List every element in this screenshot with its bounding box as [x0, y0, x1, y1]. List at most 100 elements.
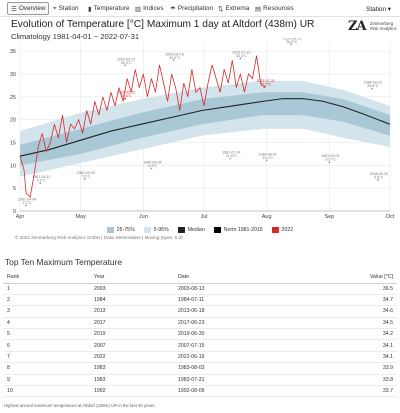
column-header-year[interactable]: Year — [90, 271, 174, 284]
year-cell: 1983 — [90, 374, 174, 387]
annotation-point — [328, 161, 331, 164]
page-title: Evolution of Temperature [°C] Maximum 1 … — [11, 19, 315, 30]
annotation-date: 1984-09-22 — [364, 81, 382, 85]
value-cell: 33.9 — [291, 362, 397, 375]
band-25-75 — [20, 92, 390, 166]
table-row: 3 2013 2013-06-18 34.6 — [3, 305, 397, 318]
rank-cell: 3 — [3, 305, 90, 318]
annotation-point — [39, 182, 42, 185]
annotation-date: 2003-08-13 — [283, 38, 301, 40]
legend-item-norm[interactable]: Norm 1981-2015 — [213, 227, 263, 233]
table-row: 2 1984 1984-07-11 34.7 — [3, 294, 397, 307]
station-dropdown[interactable]: Station ▾ — [366, 5, 391, 13]
legend-item-median[interactable]: Median — [177, 227, 205, 233]
date-cell: 1983-07-31 — [174, 374, 292, 387]
annotation-point — [239, 57, 242, 60]
annotation-value: 24.6°C — [121, 94, 132, 98]
legend-swatch — [271, 227, 279, 233]
median-line — [19, 98, 391, 157]
tab-station[interactable]: ⌖ Station — [53, 2, 79, 15]
tab-label: Temperature — [93, 5, 130, 12]
legend-item-2022[interactable]: 2022 — [271, 227, 294, 233]
date-cell: 2003-08-13 — [174, 283, 292, 295]
tab-resources[interactable]: ▤ Resources — [255, 2, 294, 15]
table-row: 4 2017 2017-06-23 34.5 — [3, 317, 397, 330]
x-tick-label: Oct — [386, 214, 395, 220]
annotation-date: 2022-05-22 — [117, 91, 135, 95]
date-cell: 1984-07-11 — [174, 294, 292, 307]
value-cell: 34.1 — [291, 339, 397, 352]
book-icon: ▤ — [255, 5, 262, 13]
date-cell: 2013-06-18 — [174, 305, 292, 318]
x-tick-label: Jul — [200, 214, 207, 220]
legend-label: 5-95% — [153, 227, 169, 233]
pin-icon: ⌖ — [53, 4, 57, 12]
legend-swatch — [106, 227, 114, 233]
chart-credit: © 2022 Zimmerberg Risk Analytics GmbH | … — [15, 235, 183, 240]
column-header-rank[interactable]: Rank — [3, 271, 90, 284]
rank-cell: 5 — [3, 328, 90, 341]
annotation-date: 2008-09-25 — [370, 172, 388, 176]
y-tick-label: 10 — [10, 163, 16, 169]
y-tick-label: 30 — [10, 72, 16, 78]
annotation-value: 31.9°C — [121, 61, 132, 65]
tab-overview[interactable]: ☰ Overview — [7, 2, 50, 15]
annotation-date: 2003-05-22 — [117, 57, 135, 61]
logo-mark: ZA — [348, 19, 367, 34]
tab-precipitation[interactable]: ☂ Precipitation — [170, 2, 213, 15]
value-cell: 34.1 — [291, 351, 397, 364]
logo-text-line2: Risk Analytics — [370, 26, 397, 31]
annotation-date: 2003-06-16 — [165, 52, 183, 56]
value-cell: 34.5 — [291, 317, 397, 330]
year-cell: 2007 — [90, 339, 174, 352]
annotation-point — [83, 178, 86, 180]
rank-cell: 8 — [3, 362, 90, 375]
legend-label: 2022 — [281, 227, 294, 233]
annotation-value: 9.3°C — [148, 164, 157, 168]
legend-item-5-95[interactable]: 5-95% — [143, 227, 169, 233]
annotation-value: 10.7°C — [325, 158, 336, 162]
value-cell: 33.7 — [291, 385, 397, 398]
annotation-value: 1.2°C — [23, 201, 32, 205]
table-row: 8 1983 1983-08-03 33.9 — [3, 362, 397, 375]
column-header-value[interactable]: Value [°C] — [291, 271, 397, 284]
tab-extrema[interactable]: ⇅ Extrema — [218, 2, 249, 15]
top-ten-table: Rank Year Date Value [°C] 1 2003 2003-08-1… — [3, 271, 397, 398]
year-cell: 2022 — [90, 351, 174, 364]
date-cell: 1983-08-03 — [174, 362, 292, 375]
rank-cell: 6 — [3, 339, 90, 352]
date-cell: 1992-08-09 — [174, 385, 292, 398]
chart-icon: ▥ — [135, 5, 142, 13]
annotation-value: 6.1°C — [37, 179, 46, 183]
table-row: 9 1983 1983-07-31 33.8 — [3, 374, 397, 387]
tab-label: Precipitation — [177, 5, 213, 12]
annotation-point — [376, 179, 379, 181]
annotation-point — [25, 204, 27, 207]
date-cell: 2007-07-15 — [174, 339, 292, 352]
annotation-date: 1980-08-01 — [258, 152, 276, 156]
tab-indices[interactable]: ▥ Indices — [135, 2, 163, 15]
tab-label: Indices — [143, 5, 164, 12]
rank-cell: 10 — [3, 385, 90, 398]
annotation-point — [263, 85, 266, 88]
table-header-row: Rank Year Date Value [°C] — [3, 271, 397, 284]
y-tick-label: 20 — [10, 118, 16, 124]
legend-swatch — [177, 227, 185, 233]
annotation-value: 11.1°C — [262, 156, 273, 160]
page-subtitle: Climatology 1981-04-01 − 2022-07-31 — [11, 32, 140, 41]
legend-item-25-75[interactable]: 25-75% — [106, 227, 135, 233]
annotation-date: 2003-07-19 — [232, 50, 250, 54]
tab-temperature[interactable]: ▮ Temperature — [88, 2, 129, 15]
value-cell: 36.5 — [291, 283, 397, 295]
y-tick-label: 15 — [10, 140, 16, 146]
tab-label: Resources — [263, 5, 294, 12]
rain-icon: ☂ — [170, 5, 176, 13]
year-cell: 2019 — [90, 328, 174, 341]
x-tick-label: Jun — [139, 214, 148, 220]
legend-label: Norm 1981-2015 — [223, 227, 263, 233]
y-tick-label: 35 — [10, 49, 16, 55]
y-tick-label: 25 — [10, 95, 16, 101]
tab-label: Overview — [18, 5, 46, 12]
legend-swatch — [143, 227, 151, 233]
column-header-date[interactable]: Date — [174, 271, 292, 284]
